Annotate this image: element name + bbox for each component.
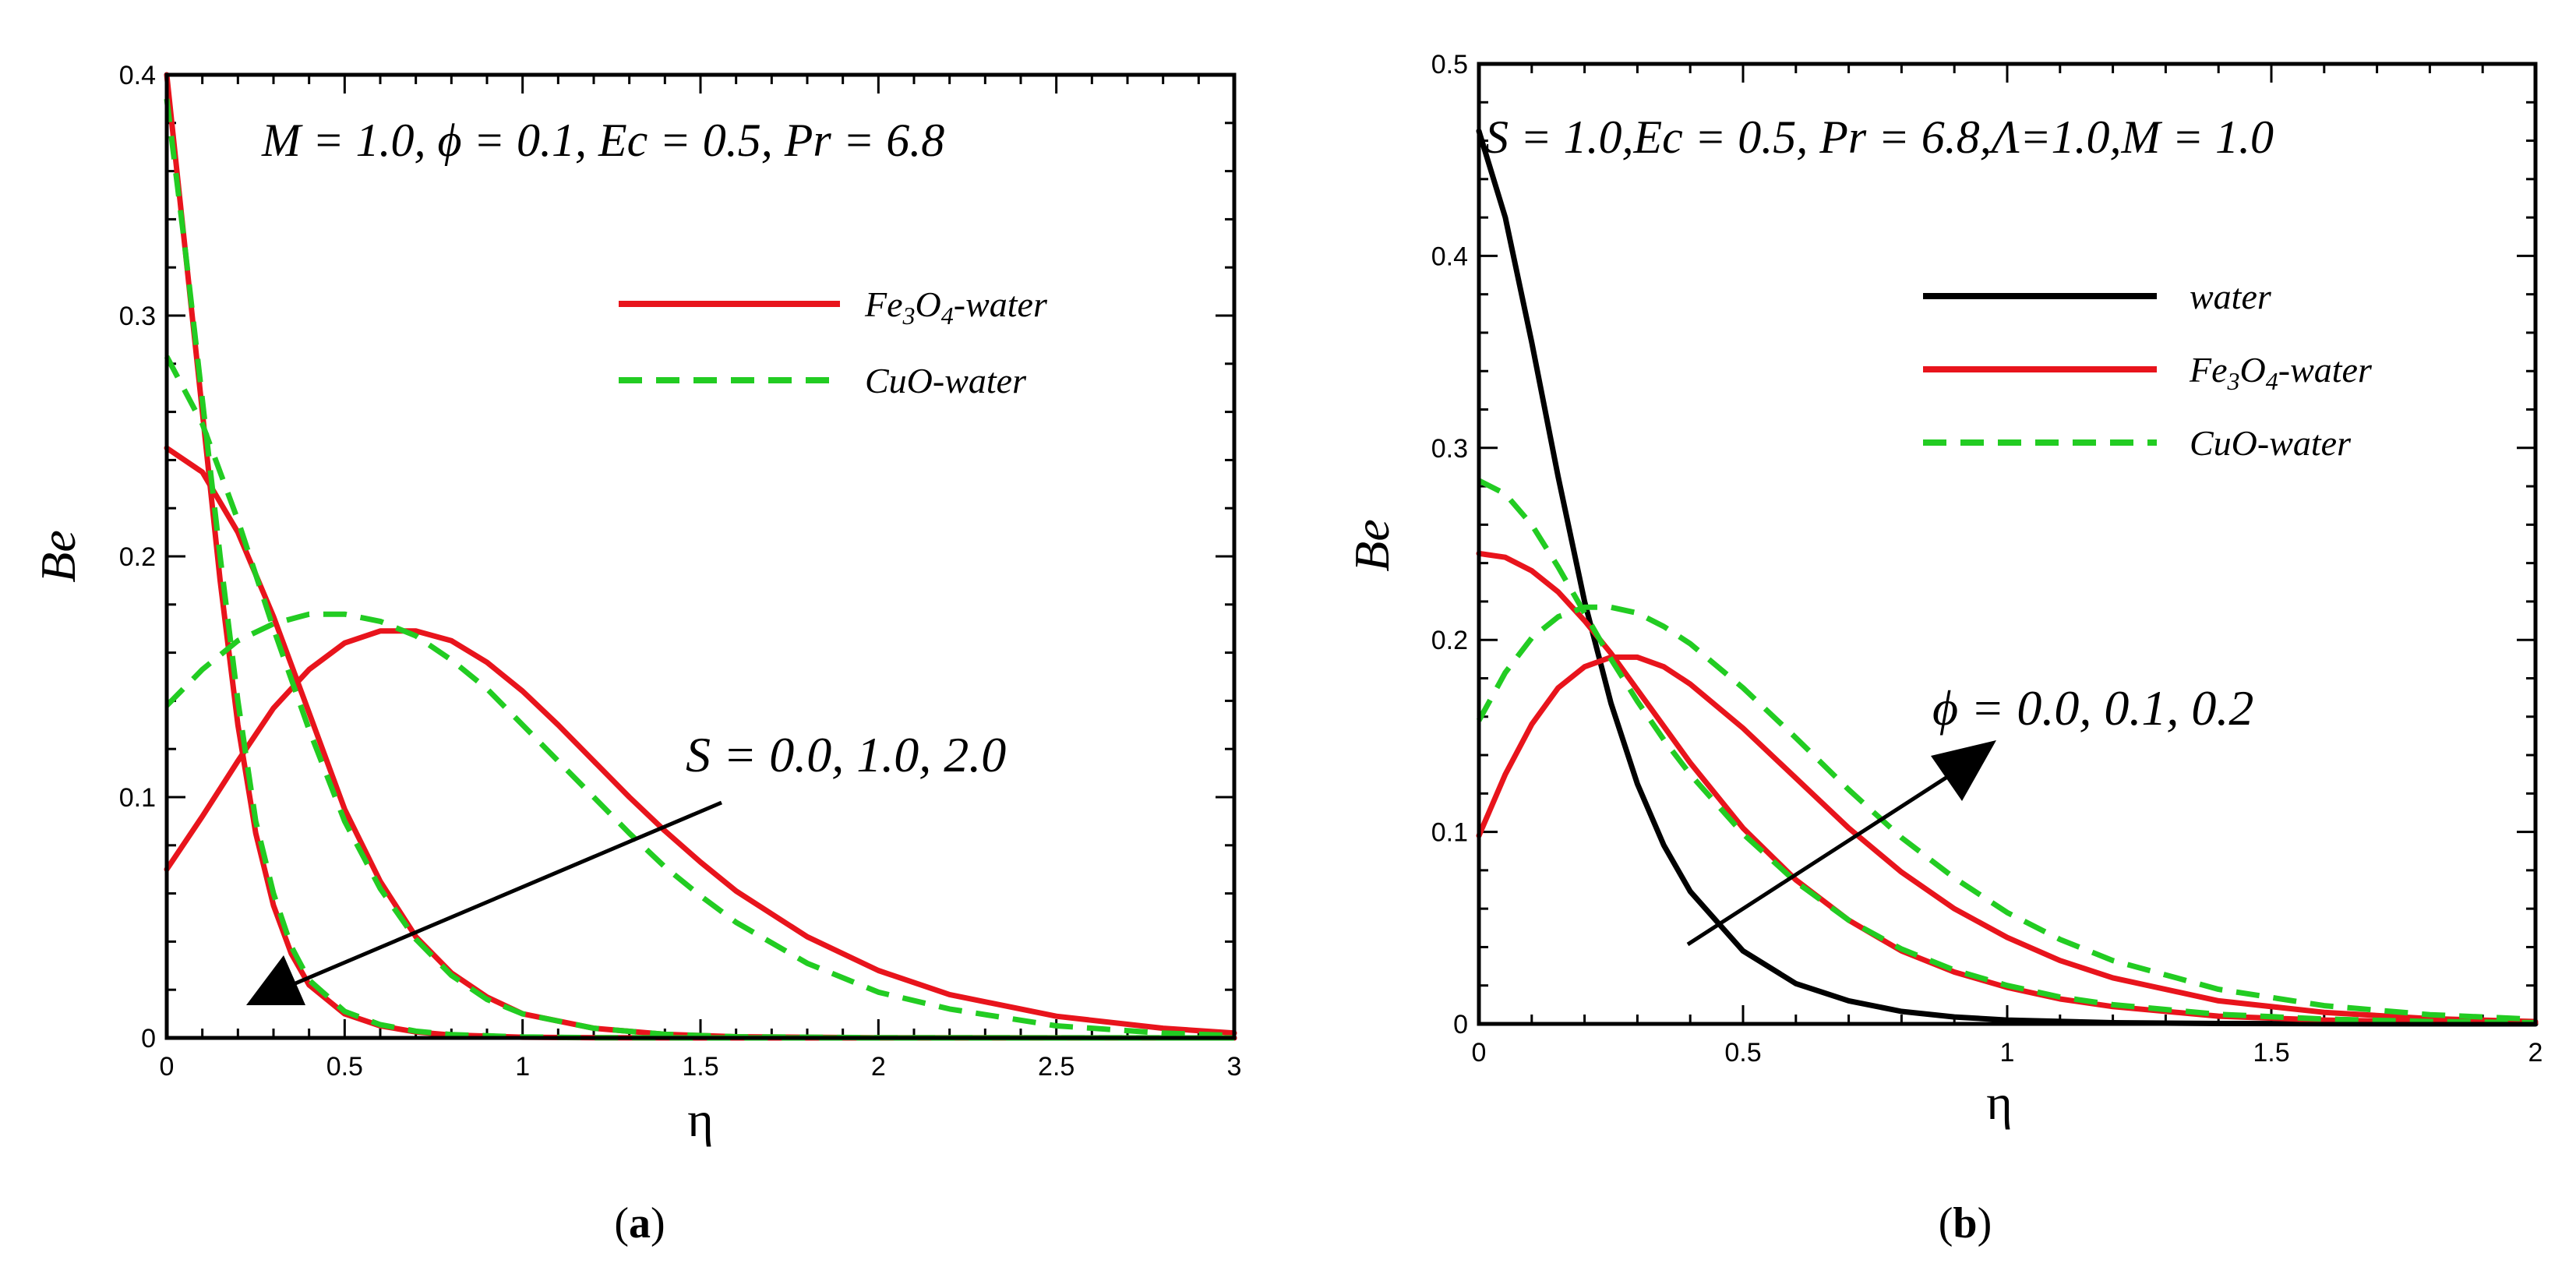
y-tick-label: 0.4 <box>119 61 156 90</box>
panel-b-xlabel: η <box>1986 1075 2012 1130</box>
panel-b-legend-label-water: water <box>2190 277 2272 316</box>
series-line-fe3o4-water-s-0-0 <box>164 72 1237 1041</box>
panel-a-frame <box>164 72 1237 1040</box>
panel-a-caption: (a) <box>614 1199 665 1248</box>
panel-a-ticks <box>165 73 1236 1039</box>
panel-a-curves <box>164 72 1237 1041</box>
x-tick-label: 2 <box>871 1052 886 1082</box>
x-tick-label: 3 <box>1227 1052 1242 1082</box>
panel-a-legend: Fe3O4-water CuO-water <box>619 284 1048 401</box>
x-tick-label: 0.5 <box>326 1052 363 1082</box>
y-tick-label: 0.5 <box>1431 50 1468 79</box>
y-tick-label: 0.2 <box>119 542 156 572</box>
panel-a-xlabel: η <box>687 1092 713 1147</box>
y-tick-label: 0.3 <box>1431 434 1468 464</box>
panel-b-tick-labels: 0 0.5 1 1.5 2 0 0.1 0.2 0.3 0.4 0.5 <box>1431 50 2543 1068</box>
x-tick-label: 0.5 <box>1724 1038 1761 1068</box>
panel-b: 0 0.5 1 1.5 2 0 0.1 0.2 0.3 0.4 0.5 S = 1.0,Ec = 0… <box>1344 50 2542 1248</box>
panel-a: 0 0.5 1 1.5 2 2.5 3 0 0.1 0.2 0.3 0.4 M = 1.0, ϕ = … <box>30 61 1241 1248</box>
series-line-fe3o4-water-0-2 <box>1476 654 2539 1025</box>
panel-b-ticks <box>1477 62 2537 1025</box>
y-tick-label: 0 <box>1453 1010 1468 1039</box>
x-tick-label: 1.5 <box>2253 1038 2289 1068</box>
panel-b-frame <box>1477 62 2538 1026</box>
series-line-cuo-water-s-1-0 <box>164 355 1235 1041</box>
panel-b-annotation: S = 1.0,Ec = 0.5, Pr = 6.8,Λ=1.0,M = 1.0 <box>1485 111 2274 163</box>
y-tick-label: 0.2 <box>1431 626 1468 655</box>
panel-b-curves <box>1476 128 2539 1027</box>
x-tick-label: 1 <box>515 1052 530 1082</box>
x-tick-label: 1 <box>2000 1038 2015 1068</box>
panel-a-legend-label-fe3o4: Fe3O4-water <box>864 284 1048 330</box>
panel-b-legend-label-fe3o4: Fe3O4-water <box>2189 350 2373 395</box>
panel-b-arrow-label: ϕ = 0.0, 0.1, 0.2 <box>1932 680 2253 736</box>
panel-a-tick-labels: 0 0.5 1 1.5 2 2.5 3 0 0.1 0.2 0.3 0.4 <box>119 61 1242 1082</box>
x-tick-label: 1.5 <box>682 1052 718 1082</box>
y-tick-label: 0 <box>141 1024 156 1053</box>
y-tick-label: 0.3 <box>119 302 156 331</box>
panel-b-arrow-shaft <box>1686 769 1957 947</box>
panel-a-arrow-head <box>246 955 305 1005</box>
series-line-cuo-water-0-1 <box>1477 478 2536 1025</box>
series-line-cuo-water-s-2-0 <box>164 611 1235 1039</box>
panel-a-ylabel: Be <box>30 530 86 583</box>
series-line-cuo-water-s-0-0 <box>164 98 1234 1041</box>
series-line-water <box>1476 128 2539 1027</box>
x-tick-label: 0 <box>160 1052 175 1082</box>
y-tick-label: 0.4 <box>1431 242 1468 271</box>
y-tick-label: 0.1 <box>119 783 156 813</box>
panel-b-legend-label-cuo: CuO-water <box>2190 423 2352 463</box>
panel-a-arrow-label: S = 0.0, 1.0, 2.0 <box>686 727 1006 782</box>
panel-b-arrow-head <box>1931 740 1996 801</box>
panel-b-ylabel: Be <box>1344 519 1399 572</box>
x-tick-label: 0 <box>1472 1038 1487 1068</box>
panel-a-arrow-shaft <box>284 800 722 990</box>
y-tick-label: 0.1 <box>1431 818 1468 848</box>
panel-a-annotation: M = 1.0, ϕ = 0.1, Ec = 0.5, Pr = 6.8 <box>261 115 944 166</box>
panel-b-caption: (b) <box>1939 1199 1992 1248</box>
x-tick-label: 2.5 <box>1038 1052 1075 1082</box>
series-line-fe3o4-water-s-2-0 <box>164 628 1237 1036</box>
series-line-fe3o4-water-0-1 <box>1476 550 2539 1026</box>
panel-b-legend: water Fe3O4-water CuO-water <box>1923 277 2373 463</box>
series-line-cuo-water-0-2 <box>1476 604 2536 1022</box>
x-tick-label: 2 <box>2528 1038 2543 1068</box>
panel-a-legend-label-cuo: CuO-water <box>865 361 1027 401</box>
